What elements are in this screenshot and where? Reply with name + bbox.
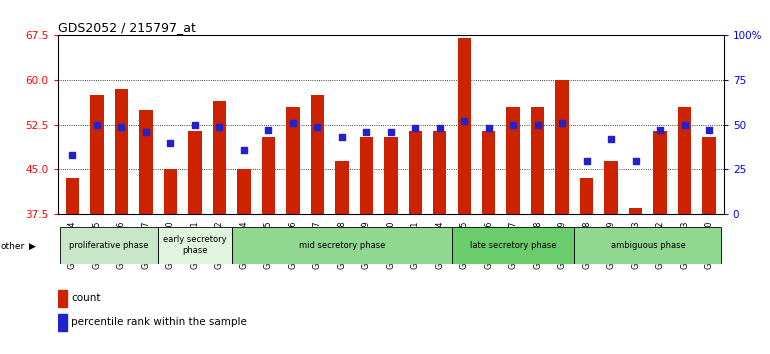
Bar — [158, 227, 232, 264]
Bar — [433, 131, 447, 214]
Bar — [90, 95, 104, 214]
Text: mid secretory phase: mid secretory phase — [299, 241, 385, 250]
Point — [66, 152, 79, 158]
Point — [458, 118, 470, 124]
Point — [703, 127, 715, 133]
Bar — [702, 137, 716, 214]
Bar — [531, 107, 544, 214]
Bar — [237, 170, 250, 214]
Point — [213, 124, 226, 130]
Bar — [262, 137, 275, 214]
Bar — [384, 137, 397, 214]
Bar — [507, 107, 520, 214]
Bar — [629, 208, 642, 214]
Bar — [482, 131, 495, 214]
Point — [336, 135, 348, 140]
Text: ▶: ▶ — [29, 241, 36, 251]
Bar — [335, 161, 349, 214]
Text: proliferative phase: proliferative phase — [69, 241, 149, 250]
Bar — [58, 290, 67, 307]
Text: GDS2052 / 215797_at: GDS2052 / 215797_at — [58, 21, 196, 34]
Text: count: count — [71, 293, 101, 303]
Bar — [188, 131, 202, 214]
Bar — [580, 178, 594, 214]
Point — [605, 136, 618, 142]
Bar — [654, 131, 667, 214]
Bar — [409, 131, 422, 214]
Bar — [164, 170, 177, 214]
Text: percentile rank within the sample: percentile rank within the sample — [71, 318, 247, 327]
Bar — [232, 227, 452, 264]
Bar — [139, 110, 152, 214]
Point — [384, 129, 397, 135]
Point — [139, 129, 152, 135]
Point — [91, 122, 103, 127]
Text: late secretory phase: late secretory phase — [470, 241, 557, 250]
Text: other: other — [1, 241, 25, 251]
Bar — [555, 80, 569, 214]
Point — [164, 140, 176, 145]
Point — [189, 122, 201, 127]
Text: early secretory
phase: early secretory phase — [163, 235, 226, 255]
Bar — [286, 107, 300, 214]
Text: ambiguous phase: ambiguous phase — [611, 241, 685, 250]
Bar — [58, 314, 67, 331]
Bar — [457, 38, 471, 214]
Bar — [604, 161, 618, 214]
Bar — [213, 101, 226, 214]
Point — [581, 158, 593, 164]
Bar — [452, 227, 574, 264]
Point — [262, 127, 274, 133]
Point — [311, 124, 323, 130]
Point — [556, 120, 568, 126]
Point — [238, 147, 250, 153]
Bar — [310, 95, 324, 214]
Point — [409, 126, 421, 131]
Bar — [65, 178, 79, 214]
Bar — [60, 227, 158, 264]
Point — [286, 120, 299, 126]
Point — [654, 127, 666, 133]
Point — [630, 158, 642, 164]
Point — [434, 126, 446, 131]
Bar — [678, 107, 691, 214]
Bar — [574, 227, 721, 264]
Point — [507, 122, 520, 127]
Bar — [115, 89, 128, 214]
Point — [116, 124, 128, 130]
Point — [360, 129, 373, 135]
Point — [483, 126, 495, 131]
Bar — [360, 137, 373, 214]
Point — [678, 122, 691, 127]
Point — [531, 122, 544, 127]
